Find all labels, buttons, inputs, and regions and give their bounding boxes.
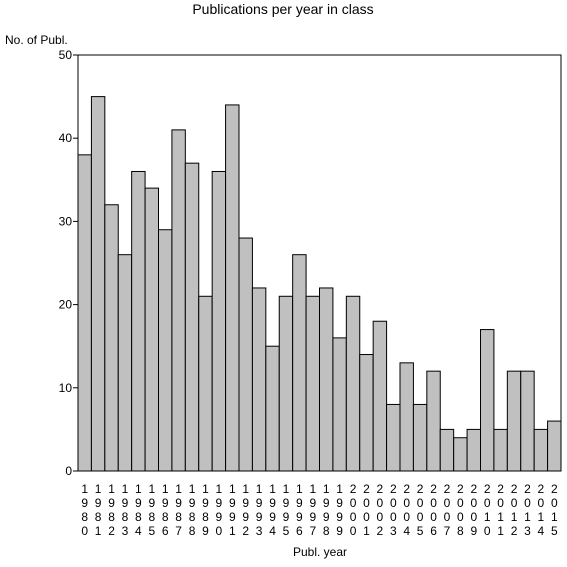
y-axis-label: No. of Publ. bbox=[5, 33, 68, 47]
y-tick-label: 20 bbox=[59, 298, 73, 312]
bar-1984 bbox=[131, 170, 146, 472]
bar-2015 bbox=[547, 420, 562, 472]
x-axis: 1 9 8 0 1 9 8 1 1 9 8 2 1 9 8 3 1 9 8 4 1 9 8 5 1 9 8 6 1 9 8 7 1 9 8 8 1 9 8 9… bbox=[81, 482, 558, 538]
bar-2009 bbox=[466, 428, 482, 472]
y-tick-label: 30 bbox=[59, 214, 73, 228]
y-tick-label: 50 bbox=[59, 48, 73, 62]
y-tick-label: 10 bbox=[59, 381, 73, 395]
bar-1999 bbox=[332, 337, 347, 472]
bar-1996 bbox=[292, 254, 307, 472]
bar-2014 bbox=[533, 428, 549, 472]
bar-1987 bbox=[171, 129, 186, 472]
bar-2001 bbox=[359, 354, 374, 472]
bar-2012 bbox=[506, 370, 522, 472]
bar-1989 bbox=[198, 295, 213, 472]
bar-2011 bbox=[493, 428, 508, 472]
bar-2007 bbox=[439, 428, 455, 472]
x-axis-label: Publ. year bbox=[293, 545, 347, 559]
bar-1980 bbox=[77, 154, 92, 472]
bar-2003 bbox=[386, 403, 401, 472]
plot-frame bbox=[77, 54, 562, 472]
bar-1988 bbox=[184, 162, 200, 472]
bar-1983 bbox=[117, 254, 133, 472]
bar-1992 bbox=[238, 237, 253, 472]
bar-2005 bbox=[412, 403, 428, 472]
bar-1986 bbox=[158, 229, 173, 472]
bar-2006 bbox=[426, 370, 441, 472]
bar-1990 bbox=[211, 170, 227, 472]
bar-1995 bbox=[278, 295, 294, 472]
y-axis: 0 10 20 30 40 50 bbox=[59, 48, 78, 478]
chart-title: Publications per year in class bbox=[192, 1, 373, 17]
bar-2010 bbox=[480, 329, 495, 472]
bar-1981 bbox=[90, 96, 106, 472]
y-tick-label: 40 bbox=[59, 131, 73, 145]
y-tick-label: 0 bbox=[65, 464, 72, 478]
bar-1997 bbox=[305, 295, 321, 472]
bar-1985 bbox=[144, 187, 159, 472]
bar-2008 bbox=[453, 437, 468, 472]
bar-2013 bbox=[520, 370, 535, 472]
bars-group bbox=[77, 96, 562, 472]
bar-2000 bbox=[345, 295, 361, 472]
bar-1991 bbox=[225, 104, 240, 472]
bar-2002 bbox=[372, 320, 388, 472]
bar-2004 bbox=[399, 362, 414, 472]
bar-1993 bbox=[251, 287, 267, 472]
bar-1982 bbox=[104, 204, 119, 472]
bar-1998 bbox=[319, 287, 334, 472]
bar-1994 bbox=[265, 345, 280, 472]
